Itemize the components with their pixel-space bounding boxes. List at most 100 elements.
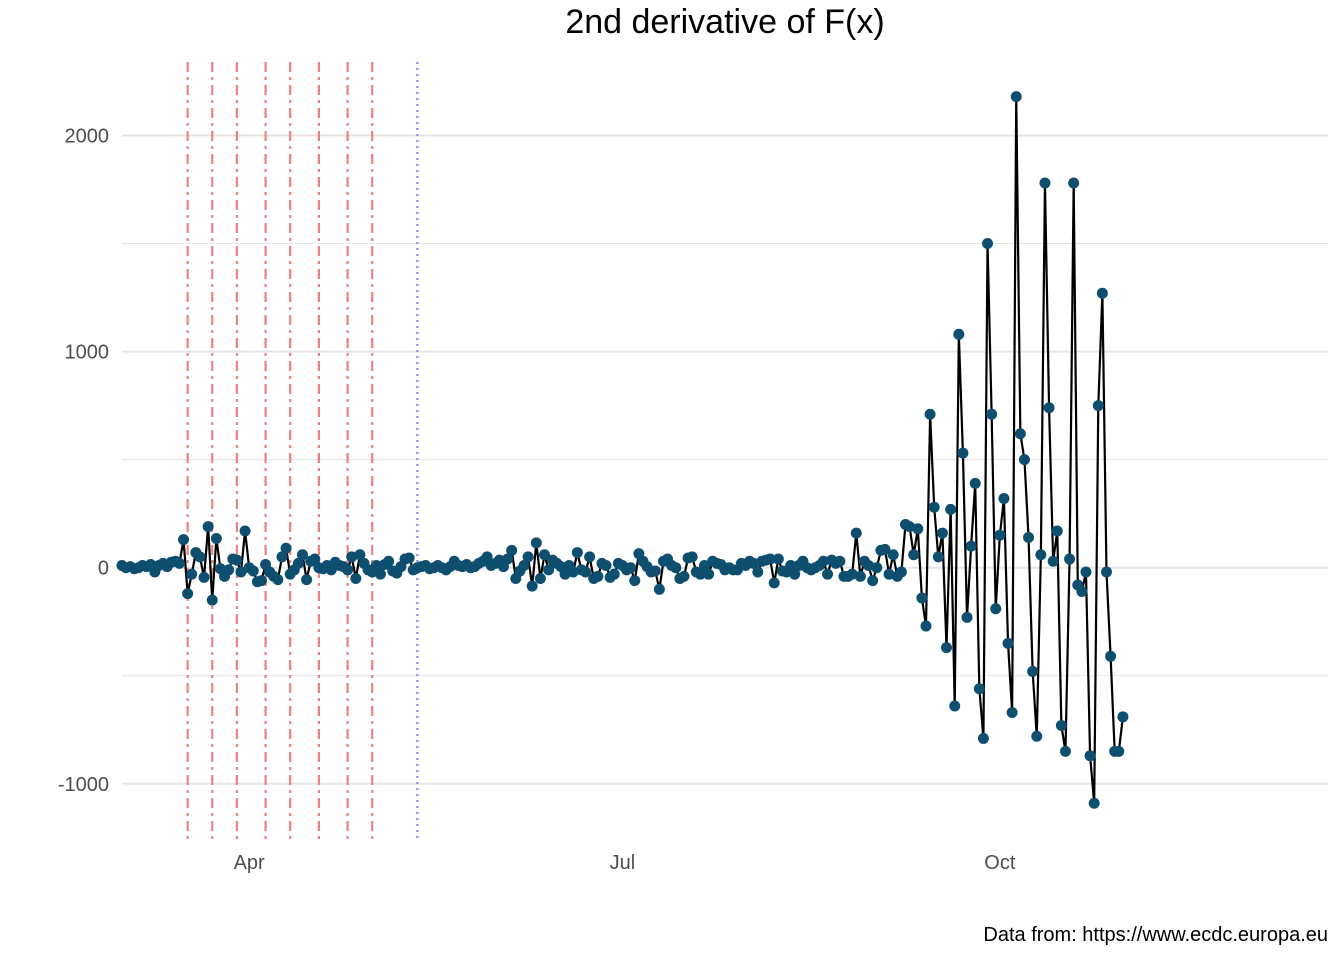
data-point	[653, 583, 665, 595]
data-point	[1047, 555, 1059, 567]
data-point	[235, 566, 247, 578]
data-point	[1059, 745, 1071, 757]
data-point	[1100, 566, 1112, 578]
data-point	[949, 700, 961, 712]
data-point	[276, 551, 288, 563]
data-point	[1092, 400, 1104, 412]
data-point	[957, 447, 969, 459]
data-point	[969, 477, 981, 489]
data-point	[698, 560, 710, 572]
data-point	[854, 570, 866, 582]
y-tick-label: -1000	[58, 774, 109, 796]
x-tick-label: Apr	[234, 852, 265, 874]
data-point	[1010, 91, 1022, 103]
data-point	[522, 551, 534, 563]
data-point	[202, 521, 214, 533]
data-point	[867, 575, 879, 587]
data-point	[850, 527, 862, 539]
y-tick-label: 2000	[65, 125, 110, 147]
data-point	[608, 568, 620, 580]
data-point	[887, 549, 899, 561]
data-point	[1105, 650, 1117, 662]
data-point	[502, 553, 514, 565]
data-point	[370, 560, 382, 572]
data-point	[1068, 177, 1080, 189]
data-point	[1084, 750, 1096, 762]
series-layer	[116, 91, 1129, 809]
data-point	[945, 503, 957, 515]
data-point	[649, 565, 661, 577]
data-point	[301, 574, 313, 586]
data-point	[973, 683, 985, 695]
data-point	[994, 529, 1006, 541]
data-point	[584, 551, 596, 563]
data-point	[908, 549, 920, 561]
data-point	[1088, 797, 1100, 809]
data-point	[198, 571, 210, 583]
data-point	[580, 566, 592, 578]
data-point	[383, 555, 395, 567]
data-point	[703, 568, 715, 580]
data-point	[280, 542, 292, 554]
data-point	[686, 551, 698, 563]
data-point	[1076, 585, 1088, 597]
data-point	[292, 557, 304, 569]
data-point	[1027, 665, 1039, 677]
data-point	[928, 501, 940, 513]
data-point	[518, 560, 530, 572]
data-point	[592, 570, 604, 582]
data-point	[961, 611, 973, 623]
data-point	[772, 553, 784, 565]
data-point	[986, 408, 998, 420]
data-point	[625, 562, 637, 574]
data-point	[834, 555, 846, 567]
data-point	[354, 549, 366, 561]
data-point	[350, 573, 362, 585]
data-point	[965, 540, 977, 552]
chart-caption: Data from: https://www.ecdc.europa.eu	[983, 924, 1328, 946]
data-point	[1080, 566, 1092, 578]
data-point	[231, 554, 243, 566]
data-point	[912, 523, 924, 535]
data-point	[210, 533, 222, 545]
data-point	[822, 568, 834, 580]
data-point	[1039, 177, 1051, 189]
data-point	[1051, 525, 1063, 537]
data-point	[694, 568, 706, 580]
data-point	[526, 580, 538, 592]
data-point	[1002, 637, 1014, 649]
data-point	[764, 553, 776, 565]
data-point	[481, 551, 493, 563]
data-point	[817, 555, 829, 567]
data-point	[953, 328, 965, 340]
data-point	[768, 577, 780, 589]
data-point	[1031, 730, 1043, 742]
data-point	[895, 566, 907, 578]
data-point	[1006, 706, 1018, 718]
data-point	[543, 564, 555, 576]
data-point	[670, 562, 682, 574]
data-point	[1043, 402, 1055, 414]
data-point	[403, 552, 415, 564]
data-point	[1023, 531, 1035, 543]
grid-layer	[122, 134, 1328, 785]
data-point	[941, 642, 953, 654]
chart-title: 2nd derivative of F(x)	[565, 3, 884, 41]
data-point	[920, 620, 932, 632]
y-tick-label: 0	[98, 558, 109, 580]
data-point	[255, 575, 267, 587]
data-point	[1113, 745, 1125, 757]
data-point	[194, 551, 206, 563]
data-point	[206, 594, 218, 606]
data-point	[296, 549, 308, 561]
data-point	[936, 527, 948, 539]
data-point	[374, 568, 386, 580]
reference-lines	[186, 62, 419, 840]
data-point	[1018, 454, 1030, 466]
data-point	[789, 568, 801, 580]
data-point	[678, 570, 690, 582]
data-point	[871, 562, 883, 574]
data-point	[600, 560, 612, 572]
data-point	[223, 564, 235, 576]
